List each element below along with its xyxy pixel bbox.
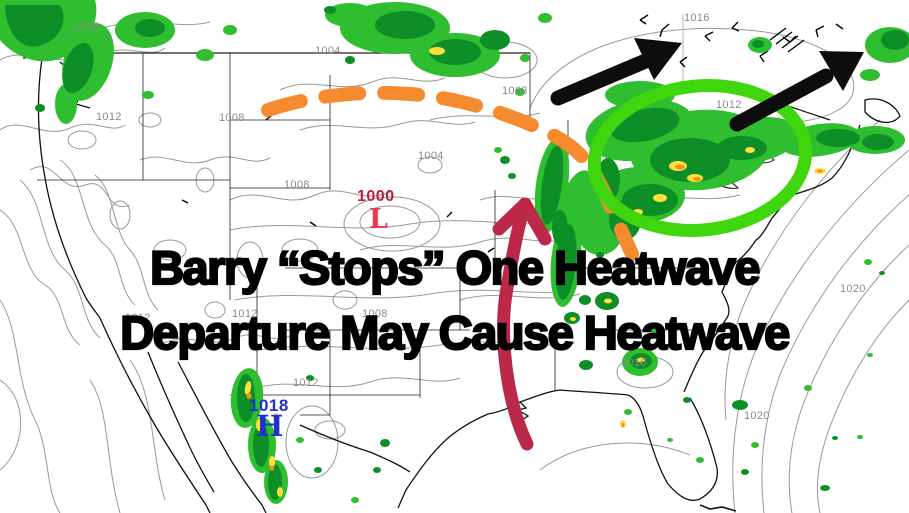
isobar-label: 1012 xyxy=(96,111,122,123)
isobar-label: 1012 xyxy=(232,308,258,320)
isobar-label: 1008 xyxy=(284,179,310,191)
precip-intense-orange xyxy=(246,164,823,471)
high-pressure-symbol: H xyxy=(256,409,284,443)
isobar-label: 1016 xyxy=(621,357,647,369)
isobar-label: 1016 xyxy=(684,12,710,24)
isobar-label: 1008 xyxy=(502,85,528,97)
isobar-label: 1008 xyxy=(219,112,245,124)
precip-heavy xyxy=(5,5,909,500)
isobar-label: 1004 xyxy=(418,150,444,162)
isobar-label: 1012 xyxy=(125,312,151,324)
moisture-arrow-icon xyxy=(492,197,552,451)
headline-line-2: Departure May Cause Heatwave xyxy=(119,306,791,359)
isobar-label: 1012 xyxy=(716,99,742,111)
isobar-label: 1020 xyxy=(744,410,770,422)
coastlines xyxy=(0,4,901,513)
headline-line-1: Barry “Stops” One Heatwave xyxy=(149,241,761,294)
high-pressure-value: 1018 xyxy=(249,396,289,415)
isobar-label: 1020 xyxy=(840,283,866,295)
jet-arrow-west-icon xyxy=(550,38,682,106)
highlight-circle xyxy=(587,79,813,237)
low-pressure-symbol: L xyxy=(369,204,388,235)
isobar-label: 1008 xyxy=(362,308,388,320)
isobar-label: 1004 xyxy=(315,45,341,57)
isobar-label: 1012 xyxy=(293,377,319,389)
station-marks xyxy=(181,14,881,253)
low-pressure-value: 1000 xyxy=(357,188,395,205)
jet-arrow-east-icon xyxy=(729,51,864,132)
isobar-label: 1008 xyxy=(74,21,100,33)
